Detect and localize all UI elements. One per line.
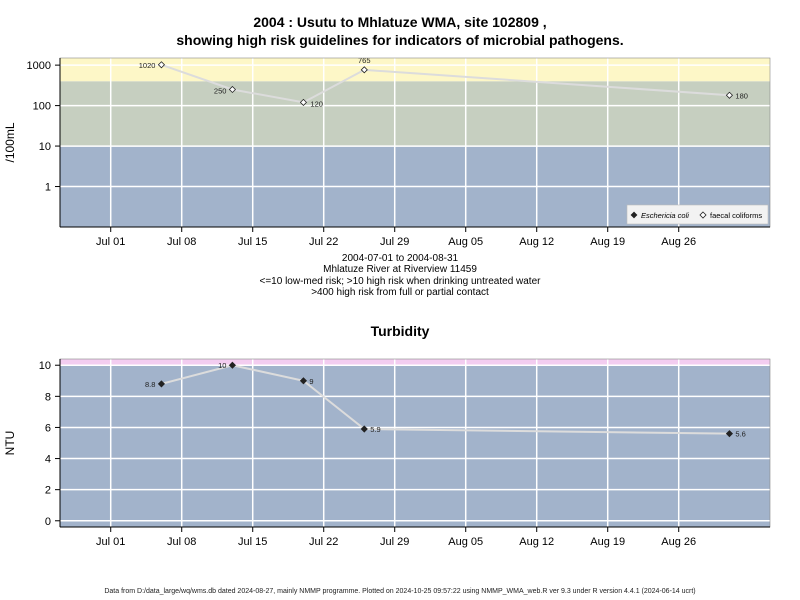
- risk-note-contact: >400 high risk from full or partial cont…: [311, 287, 489, 298]
- x-tick-label: Jul 15: [238, 536, 267, 548]
- y-tick-label: 10: [39, 141, 51, 153]
- y-tick-label: 10: [39, 360, 51, 372]
- data-point: [157, 380, 165, 388]
- y-tick-label: 0: [45, 516, 51, 528]
- date-range-text: 2004-07-01 to 2004-08-31: [341, 253, 459, 264]
- data-label: 10: [218, 361, 226, 370]
- x-tick-label: Jul 29: [380, 536, 409, 548]
- risk-note-drinking: <=10 low-med risk; >10 high risk when dr…: [259, 276, 541, 287]
- y-axis-label: /100mL: [3, 122, 17, 162]
- y-tick-label: 1000: [27, 60, 51, 72]
- x-tick-label: Jul 08: [167, 536, 196, 548]
- x-tick-label: Aug 26: [661, 236, 696, 248]
- x-tick-label: Jul 22: [309, 236, 338, 248]
- x-tick-label: Jul 01: [96, 236, 125, 248]
- y-tick-label: 8: [45, 391, 51, 403]
- legend-label-faecal: faecal coliforms: [710, 211, 762, 220]
- data-point: [360, 425, 368, 433]
- legend-label-ecoli: Eschericia coli: [641, 211, 689, 220]
- data-label: 765: [358, 56, 371, 65]
- x-tick-label: Aug 12: [519, 236, 554, 248]
- x-tick-label: Jul 29: [380, 236, 409, 248]
- data-label: 5.9: [370, 425, 380, 434]
- legend-marker-ecoli: [630, 211, 638, 219]
- risk-band: [60, 81, 770, 147]
- x-tick-label: Aug 12: [519, 536, 554, 548]
- y-tick-label: 2: [45, 485, 51, 497]
- x-tick-label: Aug 05: [448, 236, 483, 248]
- data-label: 9: [309, 377, 313, 386]
- x-tick-label: Aug 05: [448, 536, 483, 548]
- turbidity-title: Turbidity: [370, 323, 430, 339]
- data-point: [360, 66, 368, 74]
- risk-band: [60, 365, 770, 527]
- legend-marker-faecal: [699, 211, 707, 219]
- data-point: [725, 430, 733, 438]
- data-point: [299, 98, 307, 106]
- data-label: 180: [735, 91, 748, 100]
- data-label: 250: [214, 86, 227, 95]
- data-label: 120: [310, 99, 323, 108]
- y-tick-label: 100: [33, 101, 51, 113]
- data-label: 1020: [139, 61, 156, 70]
- y-axis-label: NTU: [3, 431, 17, 456]
- data-point: [228, 85, 236, 94]
- legend-box: [626, 204, 769, 225]
- footer-note: Data from D:/data_large/wq/wms.db dated …: [104, 588, 696, 595]
- y-tick-label: 6: [45, 422, 51, 434]
- x-tick-label: Aug 19: [590, 536, 625, 548]
- x-tick-label: Aug 19: [590, 236, 625, 248]
- x-tick-label: Jul 01: [96, 536, 125, 548]
- y-tick-label: 4: [45, 454, 51, 466]
- data-label: 5.6: [735, 430, 745, 439]
- data-point: [228, 361, 236, 369]
- data-point: [725, 91, 733, 99]
- data-point: [299, 377, 307, 385]
- data-label: 8.8: [145, 380, 155, 389]
- x-tick-label: Jul 08: [167, 236, 196, 248]
- chart-title-line2: showing high risk guidelines for indicat…: [176, 32, 624, 48]
- data-point: [157, 61, 165, 69]
- y-tick-label: 1: [45, 182, 51, 194]
- risk-band: [60, 58, 770, 82]
- chart-title-line1: 2004 : Usutu to Mhlatuze WMA, site 10280…: [253, 14, 547, 30]
- x-tick-label: Aug 26: [661, 536, 696, 548]
- risk-band: [60, 359, 770, 366]
- x-tick-label: Jul 22: [309, 536, 338, 548]
- x-tick-label: Jul 15: [238, 236, 267, 248]
- site-name-text: Mhlatuze River at Riverview 11459: [323, 264, 477, 275]
